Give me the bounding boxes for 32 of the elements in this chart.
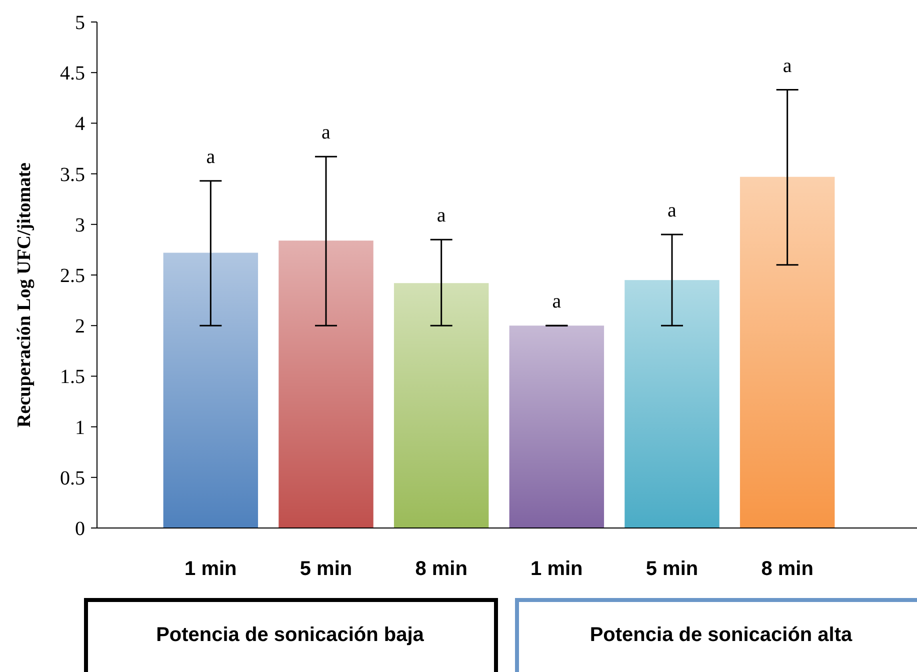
- bar: [624, 280, 720, 528]
- y-tick-label: 3: [75, 214, 85, 236]
- x-tick-label: 5 min: [300, 558, 352, 580]
- bar: [394, 283, 489, 528]
- y-tick-label: 2.5: [60, 265, 85, 287]
- y-tick-label: 5: [75, 12, 85, 34]
- y-axis-title: Recuperación Log UFC/jitomate: [14, 162, 35, 428]
- x-tick-label: 1 min: [530, 558, 583, 580]
- x-tick-label: 1 min: [184, 558, 237, 580]
- annotation: a: [552, 290, 562, 313]
- text: Potencia de sonicación alta: [590, 624, 854, 646]
- bar: [509, 326, 604, 528]
- y-tick-label: 0.5: [60, 467, 85, 490]
- bar: [163, 252, 258, 528]
- y-tick-label: 2: [75, 316, 85, 338]
- bar: [278, 240, 374, 528]
- y-tick-label: 4.5: [60, 62, 85, 85]
- y-tick-label: 0: [75, 518, 85, 540]
- annotation: a: [668, 200, 677, 222]
- y-tick-label: 1: [75, 416, 85, 439]
- y-tick-label: 4: [75, 113, 85, 136]
- bar: [740, 176, 835, 528]
- y-tick-label: 3.5: [60, 164, 85, 186]
- text: Potencia de sonicación baja: [156, 624, 425, 646]
- annotation: a: [322, 122, 331, 144]
- y-tick-label: 1.5: [60, 366, 85, 388]
- annotation: a: [436, 204, 446, 227]
- annotation: a: [206, 146, 216, 168]
- annotation: a: [782, 54, 792, 77]
- x-tick-label: 8 min: [415, 558, 468, 580]
- x-tick-label: 8 min: [761, 558, 814, 580]
- x-tick-label: 5 min: [646, 558, 698, 580]
